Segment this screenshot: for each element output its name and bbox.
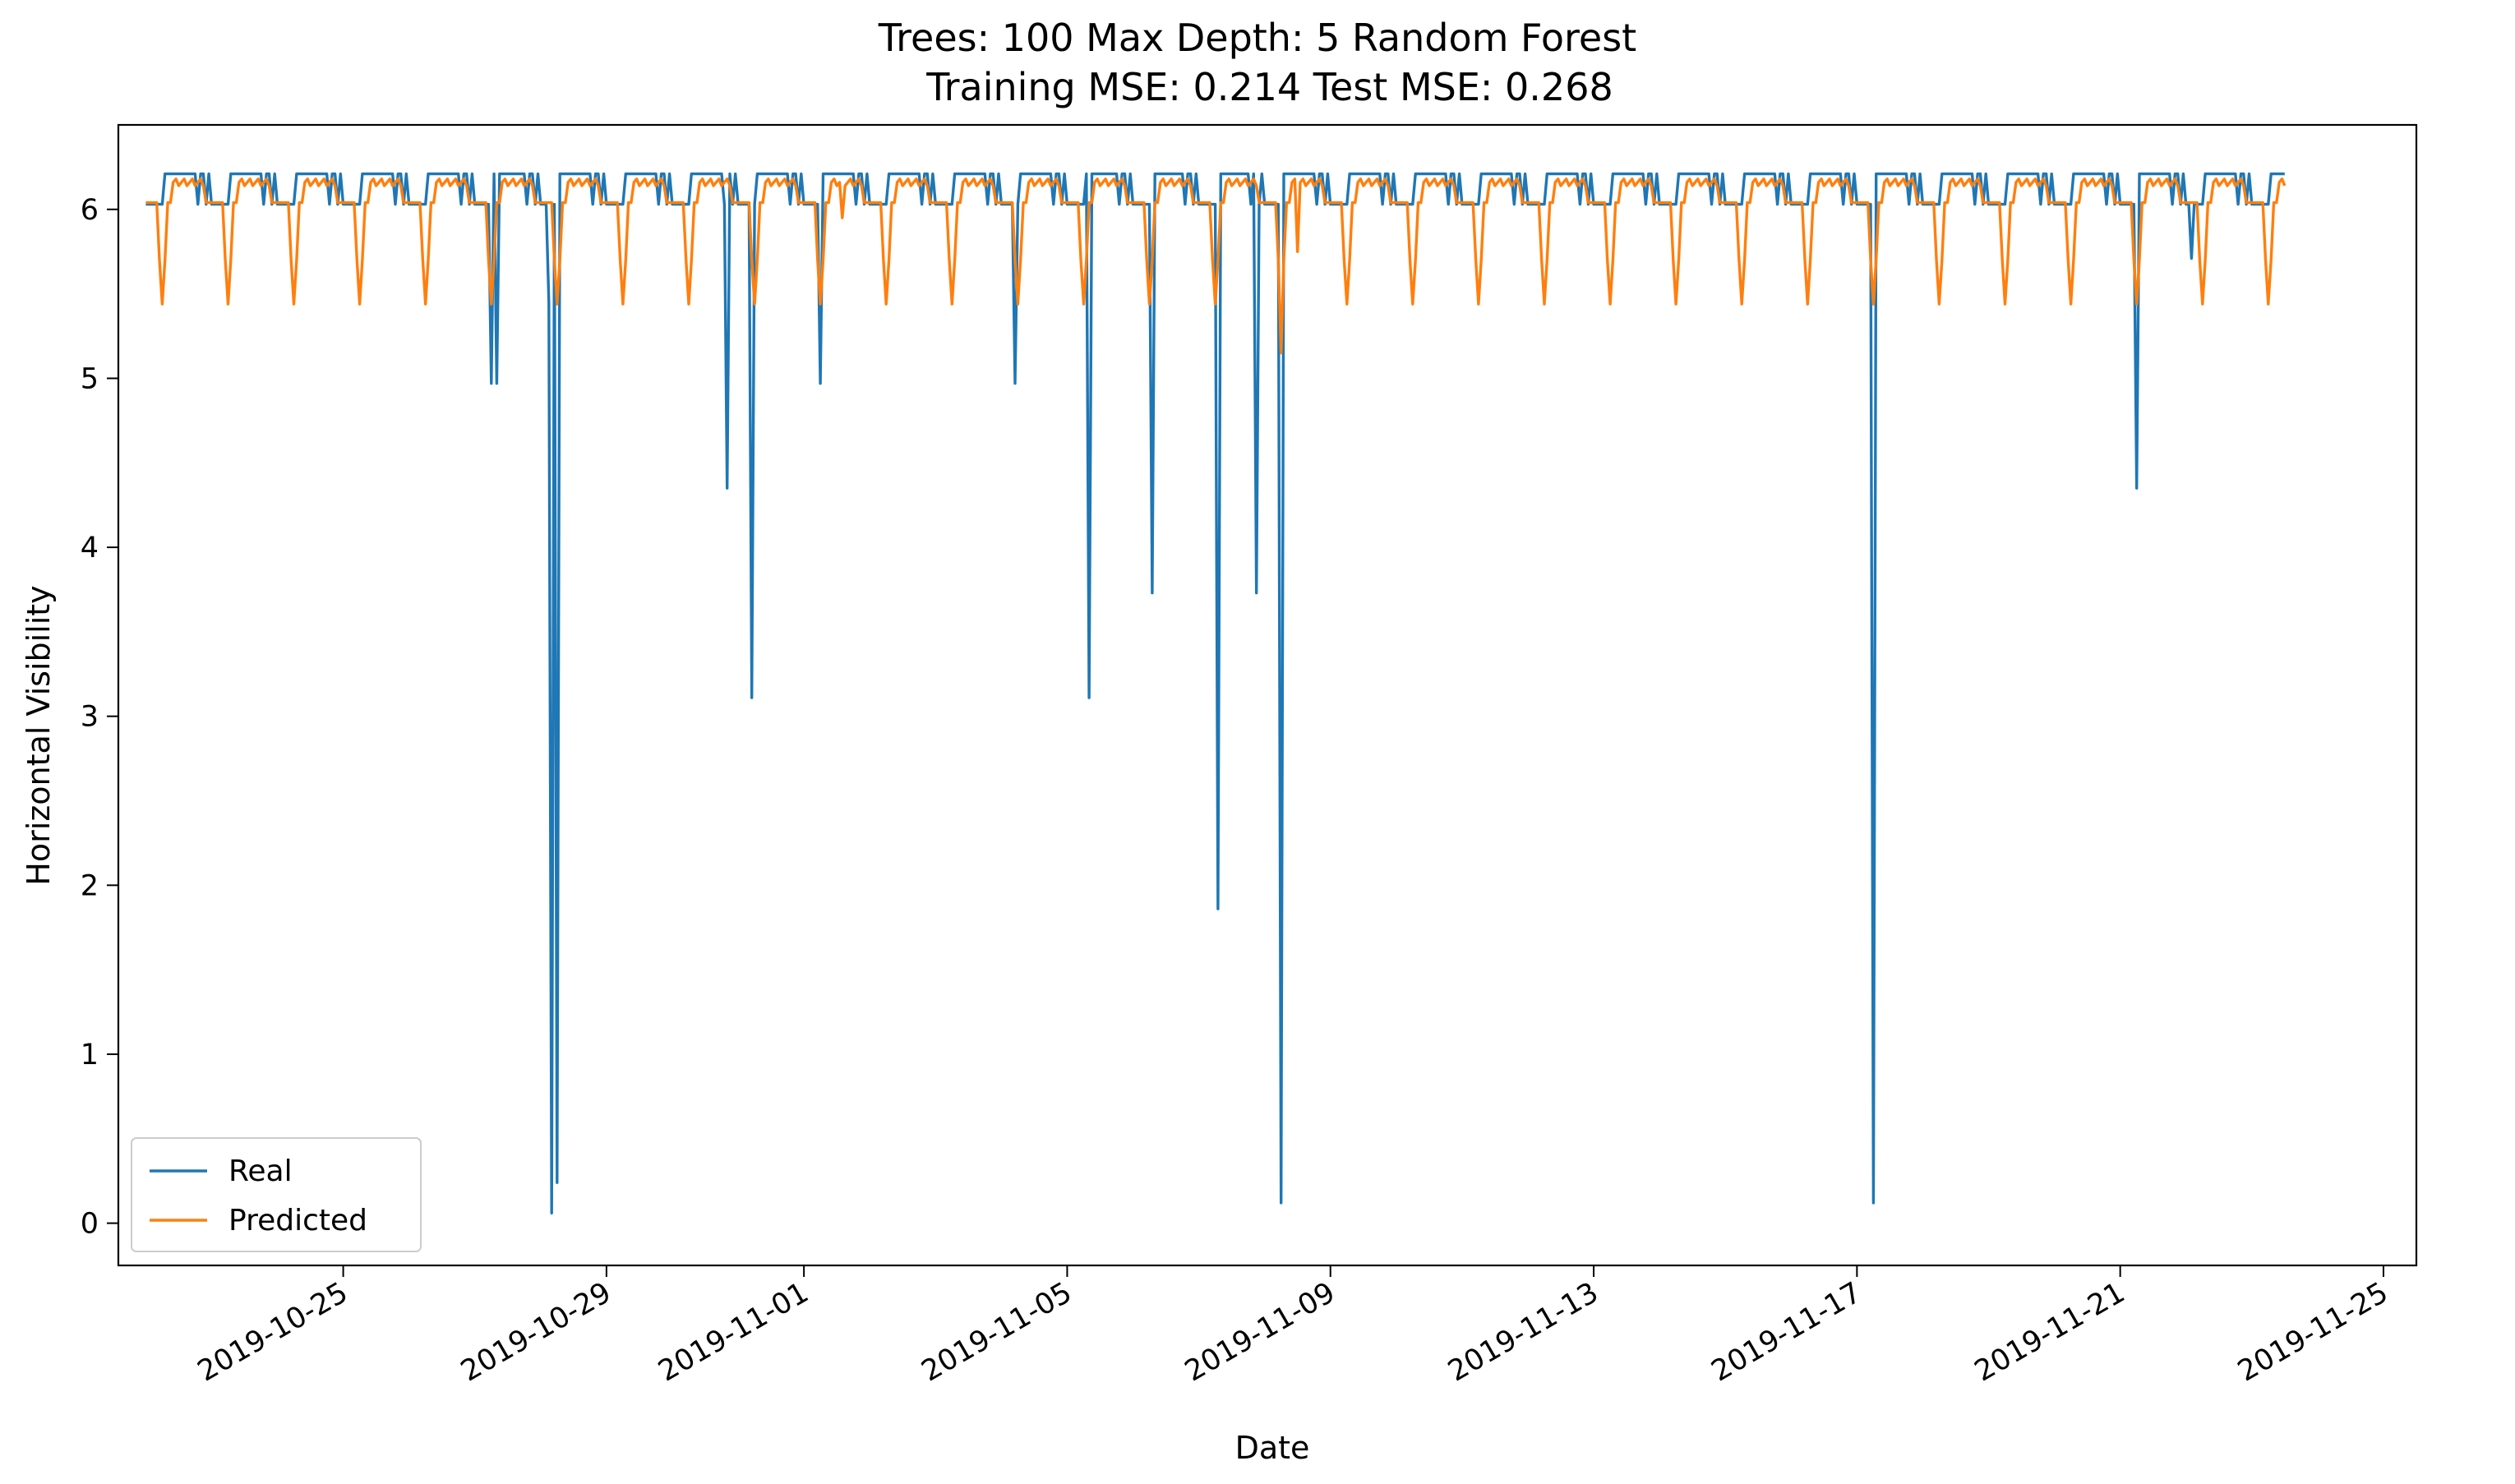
- y-axis: 0 1 2 3 4 5 6: [81, 194, 118, 1241]
- plot-area: [117, 123, 2418, 1267]
- y-tick-label: 1: [81, 1039, 99, 1072]
- y-axis-label: Horizontal Visibility: [21, 585, 57, 885]
- x-axis: 2019-10-25 2019-10-29 2019-11-01 2019-11-05…: [192, 1265, 2393, 1388]
- y-tick-label: 5: [81, 362, 99, 395]
- x-tick-label: 2019-11-17: [1706, 1276, 1867, 1388]
- x-tick-label: 2019-11-05: [916, 1276, 1078, 1388]
- legend-label-predicted: Predicted: [228, 1204, 367, 1237]
- legend: Real Predicted: [131, 1137, 422, 1252]
- x-tick-label: 2019-10-29: [455, 1276, 616, 1388]
- y-tick-label: 0: [81, 1208, 99, 1241]
- y-tick-label: 2: [81, 869, 99, 902]
- x-tick-label: 2019-10-25: [192, 1276, 353, 1388]
- x-tick-label: 2019-11-09: [1179, 1276, 1341, 1388]
- x-tick-label: 2019-11-01: [653, 1276, 814, 1388]
- chart-subtitle: Training MSE: 0.214 Test MSE: 0.268: [925, 65, 1613, 109]
- legend-label-real: Real: [228, 1154, 293, 1188]
- y-tick-label: 4: [81, 532, 99, 565]
- x-tick-label: 2019-11-13: [1442, 1276, 1604, 1388]
- series-real-line: [145, 172, 2285, 1214]
- y-tick-label: 3: [81, 701, 99, 734]
- series-predicted-line: [145, 177, 2287, 355]
- x-tick-label: 2019-11-25: [2232, 1276, 2393, 1388]
- x-axis-label: Date: [1235, 1430, 1310, 1466]
- plot-frame: [117, 123, 2418, 1267]
- y-tick-label: 6: [81, 194, 99, 227]
- x-tick-label: 2019-11-21: [1969, 1276, 2130, 1388]
- legend-box: [131, 1137, 422, 1252]
- chart-title: Trees: 100 Max Depth: 5 Random Forest: [878, 16, 1636, 60]
